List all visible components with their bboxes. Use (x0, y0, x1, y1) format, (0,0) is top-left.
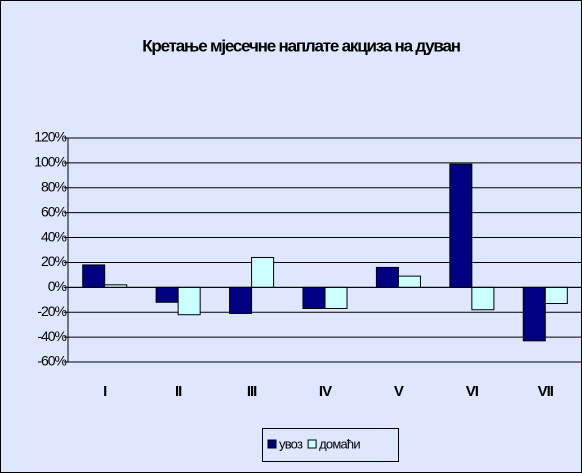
bar (522, 286, 546, 342)
bar (375, 266, 399, 288)
y-tick-label: 120% (34, 129, 66, 145)
legend-box (262, 428, 399, 462)
bar (229, 286, 253, 314)
y-tick-label: -40% (37, 328, 66, 344)
chart-title: Кретање мјесечне наплате акциза на дуван (142, 36, 460, 55)
y-tick-label: -60% (37, 353, 66, 369)
bar (544, 286, 568, 305)
x-tick-label: IV (319, 383, 332, 400)
bar (177, 286, 201, 316)
bar (471, 286, 495, 311)
y-tick-label: 20% (41, 253, 67, 269)
legend-swatch (267, 439, 277, 449)
legend-swatch (307, 439, 317, 449)
bar (302, 286, 326, 309)
bar (155, 286, 179, 303)
y-tick-label: -20% (37, 303, 66, 319)
y-tick-label: 100% (34, 154, 66, 170)
y-tick-label: 60% (41, 203, 67, 219)
y-tick-label: 0% (48, 278, 67, 294)
x-tick-label: I (103, 383, 107, 400)
bar (82, 264, 106, 288)
bar (449, 163, 473, 288)
y-tick-label: 80% (41, 178, 67, 194)
bar (397, 275, 421, 288)
x-tick-label: VII (538, 383, 554, 400)
y-tick-label: 40% (41, 228, 67, 244)
bar (324, 286, 348, 309)
x-tick-label: III (247, 383, 257, 400)
x-tick-label: V (394, 383, 404, 400)
legend-label: увоз (279, 436, 303, 451)
bar (251, 256, 275, 288)
x-tick-label: VI (466, 383, 479, 400)
x-tick-label: II (175, 383, 182, 400)
legend-label: домаћи (319, 436, 360, 451)
